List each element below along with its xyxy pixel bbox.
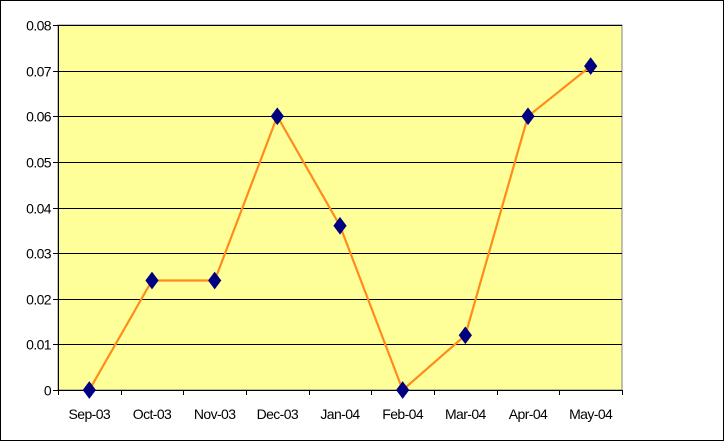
y-tick-label-1: 0.01 bbox=[26, 337, 52, 353]
x-tick-label-7: Apr-04 bbox=[509, 406, 548, 422]
data-point-may-04 bbox=[584, 57, 598, 75]
x-tick-label-3: Dec-03 bbox=[257, 406, 299, 422]
x-tick-label-8: May-04 bbox=[569, 406, 613, 422]
data-point-sep-03 bbox=[82, 381, 96, 399]
x-tick-labels: Sep-03 Oct-03 Nov-03 Dec-03 Jan-04 Feb-04 Mar-… bbox=[69, 406, 614, 422]
y-tick-label-4: 0.04 bbox=[26, 201, 52, 217]
x-tick-label-6: Mar-04 bbox=[445, 406, 487, 422]
plot-area bbox=[57, 24, 623, 391]
y-tick-label-7: 0.07 bbox=[26, 64, 52, 80]
y-tick-label-2: 0.02 bbox=[26, 292, 52, 308]
data-points bbox=[82, 57, 598, 399]
data-point-nov-03 bbox=[208, 271, 222, 290]
data-point-mar-04 bbox=[458, 326, 472, 345]
y-tick-labels: 0 0.01 0.02 0.03 0.04 0.05 0.06 0.07 0.08 bbox=[26, 18, 52, 399]
data-point-feb-04 bbox=[396, 381, 410, 399]
y-tick-label-6: 0.06 bbox=[26, 109, 52, 125]
x-tick-label-5: Feb-04 bbox=[382, 406, 424, 422]
data-point-jan-04 bbox=[333, 216, 347, 235]
y-tick-label-8: 0.08 bbox=[26, 18, 52, 34]
x-tick-label-0: Sep-03 bbox=[69, 406, 111, 422]
x-tick-label-4: Jan-04 bbox=[320, 406, 360, 422]
axes bbox=[53, 25, 623, 395]
y-tick-label-3: 0.03 bbox=[26, 246, 52, 262]
x-tick-label-2: Nov-03 bbox=[194, 406, 236, 422]
data-point-dec-03 bbox=[270, 107, 284, 126]
data-point-apr-04 bbox=[521, 107, 535, 126]
y-tick-label-0: 0 bbox=[44, 383, 52, 399]
y-tick-label-5: 0.05 bbox=[26, 155, 52, 171]
data-point-oct-03 bbox=[145, 271, 159, 290]
x-tick-label-1: Oct-03 bbox=[133, 406, 172, 422]
